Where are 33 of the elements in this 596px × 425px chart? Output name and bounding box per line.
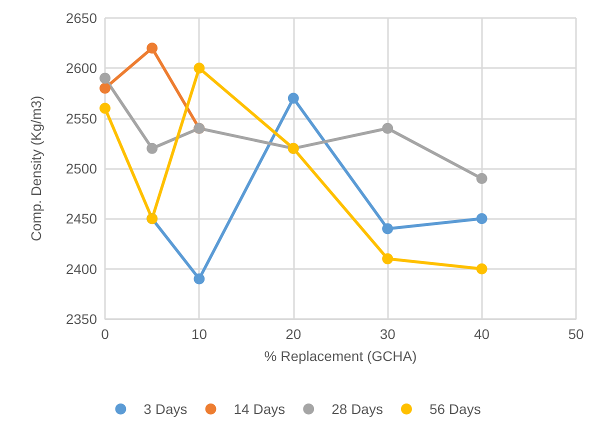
y-axis-title: Comp. Density (Kg/m3) — [28, 96, 44, 242]
point — [382, 122, 394, 134]
y-tick-label: 2400 — [66, 260, 98, 277]
point — [476, 173, 488, 184]
y-tick-label: 2550 — [66, 110, 98, 126]
x-tick-label: 10 — [191, 326, 208, 342]
legend-label: 14 Days — [234, 401, 286, 417]
x-tick-label: 0 — [101, 326, 110, 342]
legend-label: 3 Days — [144, 401, 188, 417]
point — [100, 102, 110, 114]
point — [146, 42, 158, 54]
y-tick-label: 2600 — [66, 60, 98, 76]
legend-label: 28 Days — [332, 401, 383, 417]
x-tick-label: 30 — [380, 326, 396, 342]
y-tick-label: 2450 — [66, 210, 98, 227]
x-tick-label: 40 — [474, 326, 490, 342]
x-tick-label: 20 — [286, 326, 302, 342]
y-tick-label: 2500 — [66, 160, 98, 176]
point — [194, 273, 205, 284]
point — [100, 82, 110, 94]
point — [146, 142, 158, 154]
y-tick-label: 2350 — [66, 311, 98, 327]
legend-label: 56 Days — [429, 401, 481, 417]
point — [288, 92, 299, 104]
x-axis-title: % Replacement (GCHA) — [264, 348, 417, 364]
point — [476, 213, 488, 224]
point — [100, 72, 110, 84]
point — [382, 253, 394, 264]
point — [194, 62, 205, 74]
point — [476, 263, 488, 274]
point — [382, 223, 394, 234]
x-tick-label: 50 — [568, 326, 584, 342]
y-tick-label: 2650 — [66, 10, 98, 26]
